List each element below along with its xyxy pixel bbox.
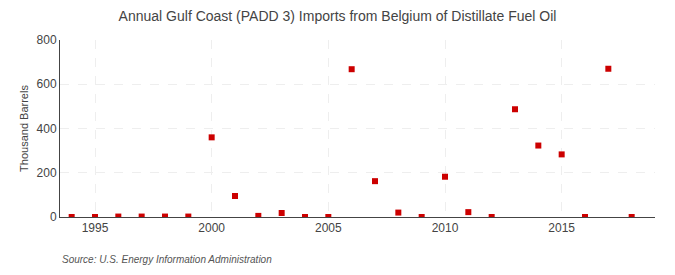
svg-text:2000: 2000 xyxy=(198,221,225,235)
svg-text:200: 200 xyxy=(37,166,57,180)
svg-text:Thousand Barrels: Thousand Barrels xyxy=(18,85,30,172)
svg-text:0: 0 xyxy=(50,210,57,224)
svg-text:2005: 2005 xyxy=(315,221,342,235)
svg-text:Annual Gulf Coast (PADD 3) Imp: Annual Gulf Coast (PADD 3) Imports from … xyxy=(119,8,557,24)
svg-text:2015: 2015 xyxy=(548,221,575,235)
svg-text:1995: 1995 xyxy=(82,221,109,235)
svg-text:400: 400 xyxy=(37,122,57,136)
svg-text:Source: U.S. Energy Informatio: Source: U.S. Energy Information Administ… xyxy=(62,254,272,265)
svg-text:600: 600 xyxy=(37,77,57,91)
svg-text:800: 800 xyxy=(37,33,57,47)
svg-text:2010: 2010 xyxy=(432,221,459,235)
